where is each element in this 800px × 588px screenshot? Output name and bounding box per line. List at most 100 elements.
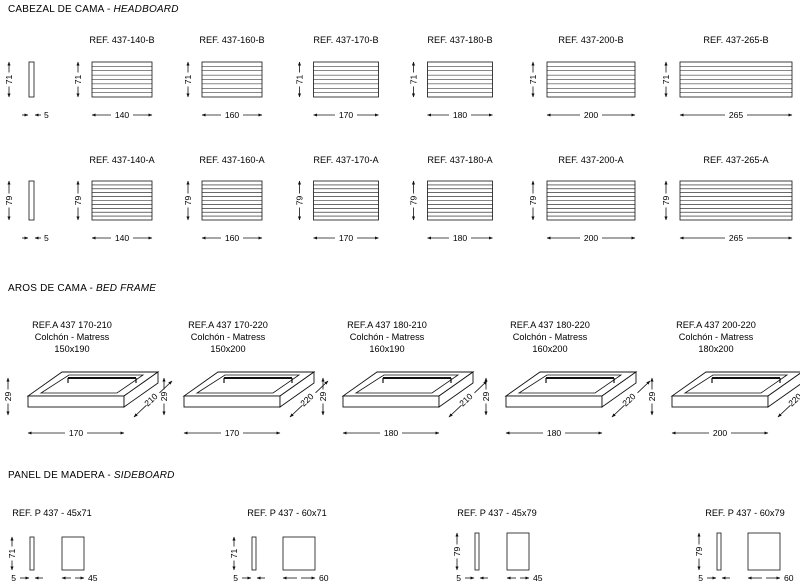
- thickness-label: 5: [44, 233, 49, 243]
- headboard-height-dim-label: 71: [73, 75, 83, 85]
- frame-side-face: [438, 371, 474, 408]
- bedframe-depth-label: 220: [298, 391, 315, 408]
- bedframe-width-dim-label: 180: [384, 428, 399, 438]
- bedframe-width-dim-label: 200: [713, 428, 728, 438]
- bedframe-depth-arrow: [289, 404, 303, 418]
- headboard-section-title: CABEZAL DE CAMA - HEADBOARD: [8, 4, 179, 15]
- frame-side-face: [767, 372, 800, 408]
- bedframe-depth-arrow: [474, 380, 488, 394]
- bedframe-depth-arrow: [315, 380, 329, 394]
- headboard-width-dim-label: 265: [729, 233, 744, 243]
- sideboard-thickness-label: 5: [11, 573, 16, 583]
- headboard-width-dim-label: 200: [584, 233, 599, 243]
- frame-front-face: [183, 395, 281, 408]
- bedframe-depth-arrow: [611, 404, 625, 418]
- bedframe-ref-label: REF.A 437 180-210: [347, 320, 427, 330]
- headboard-width-dim-label: 180: [453, 110, 468, 120]
- sideboard-width-label: 60: [784, 573, 794, 583]
- bedframe-width-dim-label: 170: [69, 428, 84, 438]
- bedframe-item: REF.A 437 170-210 Colchón - Matress 150x19…: [3, 320, 173, 438]
- headboard-ref-label: REF. 437-265-B: [703, 35, 768, 45]
- bedframe-mattress-size: 180x200: [698, 344, 733, 354]
- headboard-panel: [679, 61, 793, 98]
- headboard-ref-label: REF. 437-140-A: [89, 155, 155, 165]
- headboard-item: REF. 437-265-B 71 265: [661, 35, 793, 120]
- bedframe-ref-label: REF.A 437 200-220: [676, 320, 756, 330]
- headboard-width-dim-label: 180: [453, 233, 468, 243]
- sideboard-thickness-label: 5: [456, 573, 461, 583]
- headboard-height-dim-label: 79: [73, 196, 83, 206]
- sideboard-profile: [29, 536, 35, 571]
- headboard-width-dim-label: 160: [225, 110, 240, 120]
- bedframe-depth-label: 220: [786, 391, 800, 408]
- bedframe-item: REF.A 437 200-220 Colchón - Matress 180x20…: [647, 320, 800, 438]
- headboard-item: REF. 437-140-A 79 140: [73, 155, 156, 243]
- headboard-panel: [313, 180, 379, 221]
- sideboard-item: REF. P 437 - 60x79 79 5 60: [694, 508, 794, 583]
- headboard-panel: [91, 61, 153, 98]
- bedframe-ref-label: REF.A 437 170-210: [32, 320, 112, 330]
- sideboard-height-dim-label: 71: [229, 549, 239, 559]
- headboard-panel: [201, 61, 263, 98]
- headboard-grid: 71 5 REF. 437-140-B 71 140 REF. 437-160-B 71 16…: [4, 35, 793, 243]
- sideboard-profile: [474, 532, 480, 571]
- headboard-panel: [427, 61, 493, 98]
- sideboard-width-label: 45: [88, 573, 98, 583]
- headboard-panel: [201, 180, 263, 221]
- bedframe-drawing: [26, 371, 160, 408]
- headboard-height-dim-label: 71: [661, 75, 671, 85]
- sideboard-ref-label: REF. P 437 - 60x71: [247, 508, 327, 518]
- headboard-item: REF. 437-265-A 79 265: [661, 155, 793, 243]
- headboard-item: REF. 437-170-B 71 170: [295, 35, 379, 120]
- bedframe-item: REF.A 437 180-210 Colchón - Matress 160x19…: [318, 320, 488, 438]
- headboard-item: REF. 437-200-A 79 200: [528, 155, 636, 243]
- bedframe-height-dim-label: 29: [3, 392, 13, 402]
- bedframe-mattress-label: Colchón - Matress: [35, 332, 110, 342]
- frame-inner-opening: [195, 374, 301, 394]
- headboard-width-dim-label: 265: [729, 110, 744, 120]
- bedframe-mattress-label: Colchón - Matress: [191, 332, 266, 342]
- headboard-height-dim-label: 79: [409, 196, 419, 206]
- frame-side-face: [279, 371, 315, 408]
- bedframe-item: REF.A 437 180-220 Colchón - Matress 160x20…: [481, 320, 651, 438]
- frame-side-face: [123, 371, 159, 408]
- sideboard-grid: REF. P 437 - 45x71 71 5 45 REF. P 437 - 60x7…: [7, 508, 794, 583]
- bedframe-ref-label: REF.A 437 170-220: [188, 320, 268, 330]
- headboard-height-dim-label: 71: [183, 75, 193, 85]
- headboard-height-dim-label: 79: [183, 196, 193, 206]
- frame-front-face: [342, 395, 440, 408]
- headboard-item: REF. 437-200-B 71 200: [528, 35, 636, 120]
- headboard-panel: [427, 180, 493, 221]
- headboard-width-dim-label: 160: [225, 233, 240, 243]
- bedframe-mattress-label: Colchón - Matress: [350, 332, 425, 342]
- bedframe-height-dim-label: 29: [481, 392, 491, 402]
- sideboard-item: REF. P 437 - 45x79 79 5 45: [452, 508, 543, 583]
- headboard-height-dim-label: 79: [528, 196, 538, 206]
- bedframe-depth-label: 210: [142, 391, 159, 408]
- headboard-width-dim-label: 140: [115, 110, 130, 120]
- headboard-ref-label: REF. 437-170-A: [313, 155, 379, 165]
- frame-front-face: [671, 395, 769, 408]
- bedframe-item: REF.A 437 170-220 Colchón - Matress 150x20…: [159, 320, 329, 438]
- sideboard-item: REF. P 437 - 45x71 71 5 45: [7, 508, 98, 583]
- headboard-panel: [546, 61, 636, 98]
- sideboard-height-dim-label: 79: [452, 547, 462, 557]
- sideboard-width-label: 45: [533, 573, 543, 583]
- bedframe-depth-label: 210: [457, 391, 474, 408]
- headboard-height-dim-label: 79: [295, 196, 305, 206]
- side-profile-piece: [28, 180, 35, 221]
- sideboard-item: REF. P 437 - 60x71 71 5 60: [229, 508, 329, 583]
- sideboard-panel: [747, 532, 781, 571]
- bedframe-depth-arrow: [777, 404, 791, 418]
- frame-side-face: [601, 371, 637, 408]
- bedframe-height-dim-label: 29: [159, 392, 169, 402]
- headboard-item: REF. 437-180-B 71 180: [409, 35, 493, 120]
- headboard-ref-label: REF. 437-180-B: [427, 35, 492, 45]
- headboard-ref-label: REF. 437-200-B: [558, 35, 623, 45]
- bedframe-mattress-label: Colchón - Matress: [679, 332, 754, 342]
- bedframe-drawing: [504, 371, 638, 408]
- frame-inner-opening: [39, 374, 145, 394]
- sideboard-ref-label: REF. P 437 - 45x79: [457, 508, 537, 518]
- bedframe-mattress-size: 160x200: [532, 344, 567, 354]
- sideboard-ref-label: REF. P 437 - 60x79: [705, 508, 785, 518]
